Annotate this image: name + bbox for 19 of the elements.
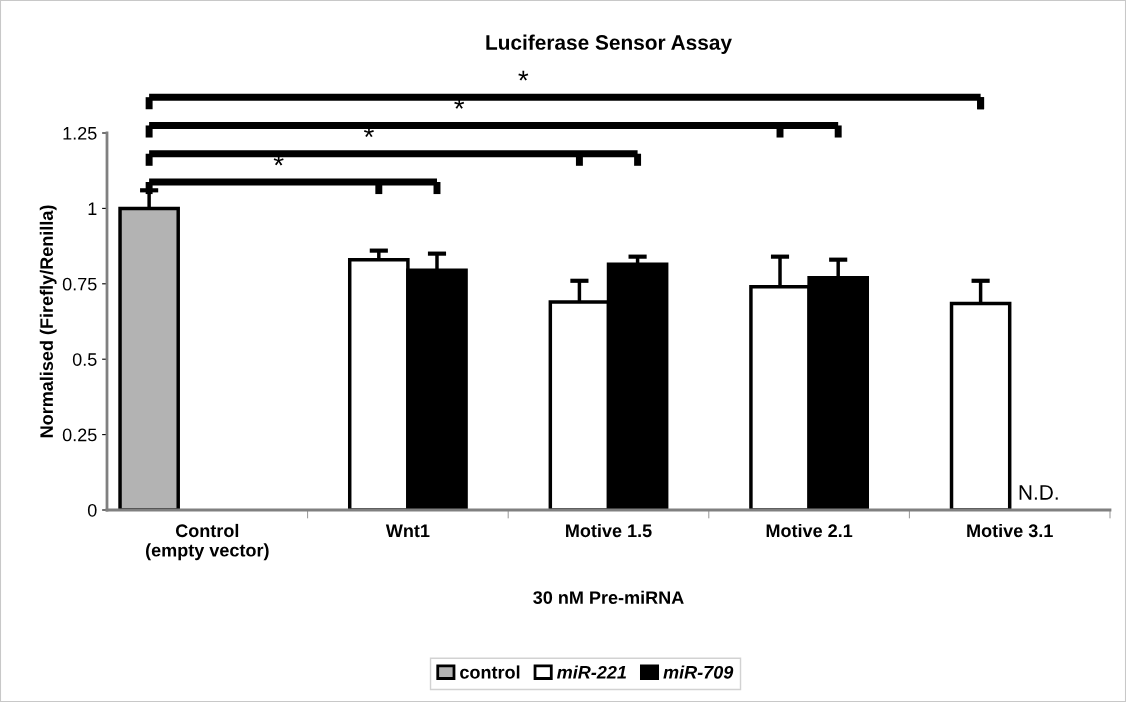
legend-label: control	[460, 665, 520, 679]
x-tick-label: Motive 2.1	[766, 523, 853, 538]
x-axis-title: 30 nM Pre-miRNA	[533, 590, 684, 605]
y-tick-label: 0.75	[62, 277, 97, 291]
x-tick-label: Wnt1	[385, 524, 430, 538]
y-axis-title: Normalised (Firefly/Renilla)	[39, 205, 57, 438]
y-tick-label: 0	[87, 503, 97, 517]
legend-label: miR-709	[663, 665, 734, 679]
x-tick-label: Motive 3.1	[967, 523, 1053, 538]
text: *	[518, 70, 529, 81]
y-tick-label: 1.25	[63, 126, 97, 140]
y-tick-label: 0.5	[72, 353, 97, 366]
y-tick-label: 1	[88, 202, 97, 215]
y-tick-label: 0.25	[62, 428, 97, 442]
legend-label: miR-221	[557, 665, 626, 679]
x-tick-label: Motive 1.5	[566, 523, 652, 538]
annotation: N.D.	[1019, 485, 1058, 500]
x-tick-label: Control (empty vector)	[146, 523, 269, 561]
chart-title: Luciferase Sensor Assay	[486, 34, 732, 54]
